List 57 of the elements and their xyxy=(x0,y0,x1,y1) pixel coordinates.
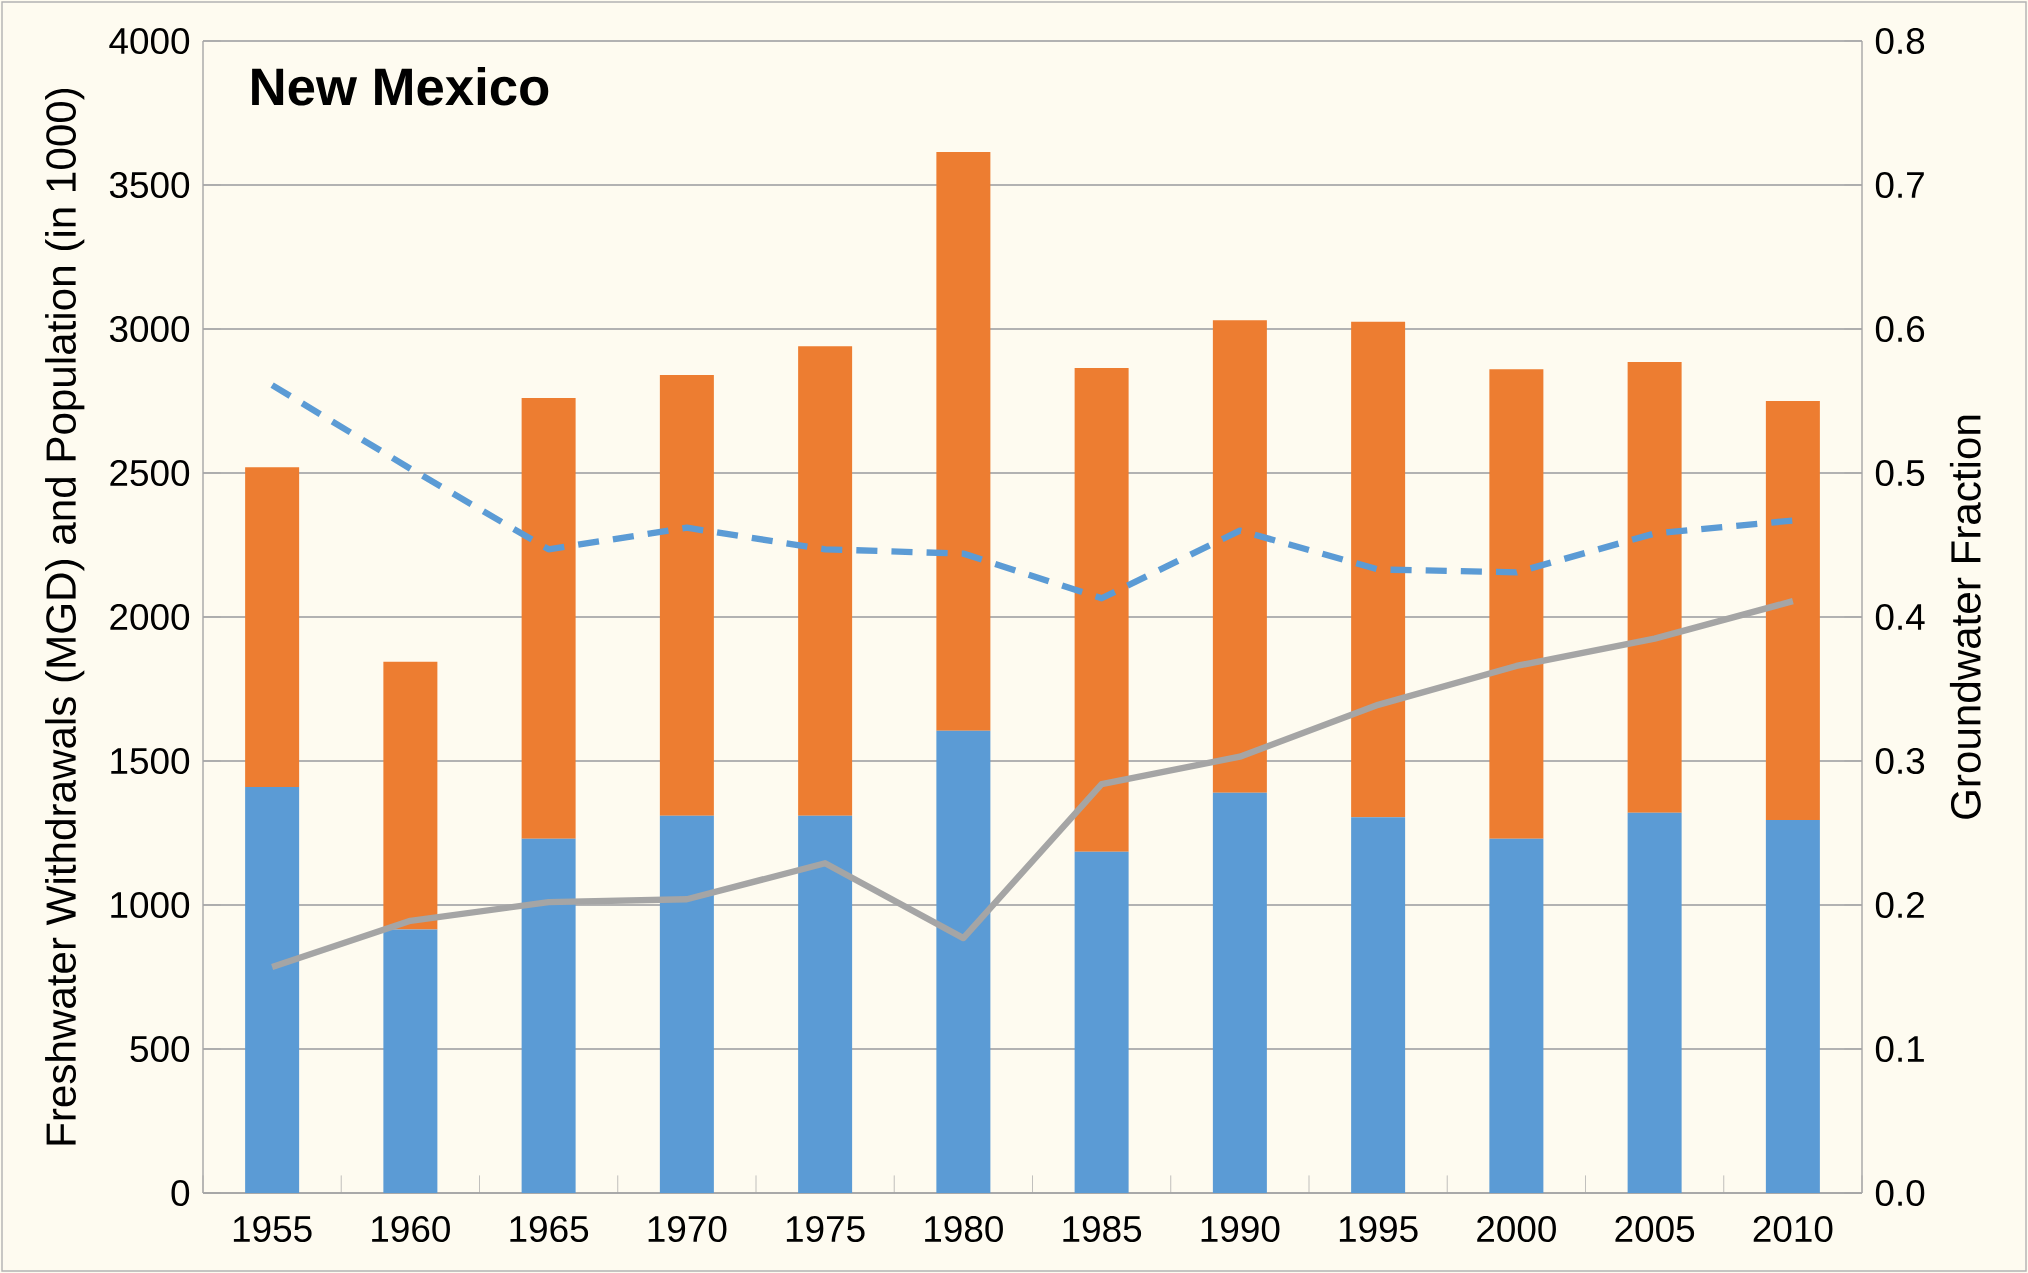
x-tick-label: 1965 xyxy=(510,1215,589,1243)
bar xyxy=(659,375,714,816)
bar xyxy=(1212,792,1267,1193)
y-tick-label: 3000 xyxy=(109,315,190,343)
y-tick-label: 4000 xyxy=(109,27,190,55)
y-axis-title: Freshwater Withdrawals (MGD) and Population (in 1000) xyxy=(45,88,85,1145)
x-tick-label: 1985 xyxy=(1063,1215,1142,1243)
bar xyxy=(521,398,576,839)
y2-tick-label: 0.1 xyxy=(1875,1035,1924,1063)
x-tick-label: 1995 xyxy=(1339,1215,1418,1243)
x-tick-label: 2000 xyxy=(1477,1215,1556,1243)
x-tick-label: 1970 xyxy=(648,1215,727,1243)
y2-tick-label: 0.6 xyxy=(1875,315,1925,343)
bar xyxy=(1074,367,1129,852)
x-tick-label: 1955 xyxy=(233,1215,312,1243)
x-tick-label: 1960 xyxy=(372,1215,450,1243)
bar xyxy=(245,467,300,787)
bar xyxy=(521,838,576,1193)
y-tick-label: 3500 xyxy=(109,171,190,199)
bar xyxy=(245,786,300,1193)
bar xyxy=(659,815,714,1193)
x-tick-label: 1990 xyxy=(1201,1215,1280,1243)
y-tick-label: 0 xyxy=(171,1179,190,1207)
bar xyxy=(798,815,853,1193)
bar xyxy=(383,661,438,930)
bar xyxy=(1074,851,1129,1193)
bar xyxy=(936,151,991,731)
bar xyxy=(1351,321,1406,818)
bar xyxy=(1351,817,1406,1193)
y2-tick-label: 0.0 xyxy=(1875,1179,1925,1207)
y2-axis-title: Groundwater Fraction xyxy=(1949,415,1981,819)
x-tick-label: 2010 xyxy=(1753,1215,1833,1243)
y-tick-label: 500 xyxy=(130,1035,190,1063)
x-tick-label: 1980 xyxy=(925,1215,1003,1243)
y2-tick-label: 0.7 xyxy=(1875,171,1924,199)
y-tick-label: 2000 xyxy=(110,603,190,631)
y2-tick-label: 0.4 xyxy=(1875,603,1925,631)
y-tick-label: 2500 xyxy=(110,459,190,487)
y2-tick-label: 0.8 xyxy=(1875,27,1925,55)
x-tick-label: 1975 xyxy=(786,1215,865,1243)
y-tick-label: 1500 xyxy=(111,747,190,775)
bar xyxy=(1489,838,1544,1193)
y2-tick-label: 0.5 xyxy=(1875,459,1925,487)
bar xyxy=(1489,369,1544,839)
bar xyxy=(1212,320,1267,793)
y2-tick-label: 0.2 xyxy=(1875,891,1924,919)
bar xyxy=(798,346,853,816)
bar xyxy=(1627,812,1682,1193)
y-tick-label: 1000 xyxy=(111,891,190,919)
bar xyxy=(1627,362,1682,813)
bar xyxy=(1765,820,1820,1193)
x-tick-label: 2005 xyxy=(1615,1215,1695,1243)
bar xyxy=(936,730,991,1193)
chart-title: New Mexico xyxy=(252,66,549,106)
bar xyxy=(1765,400,1820,821)
bar xyxy=(383,929,438,1193)
y2-tick-label: 0.3 xyxy=(1875,747,1925,775)
